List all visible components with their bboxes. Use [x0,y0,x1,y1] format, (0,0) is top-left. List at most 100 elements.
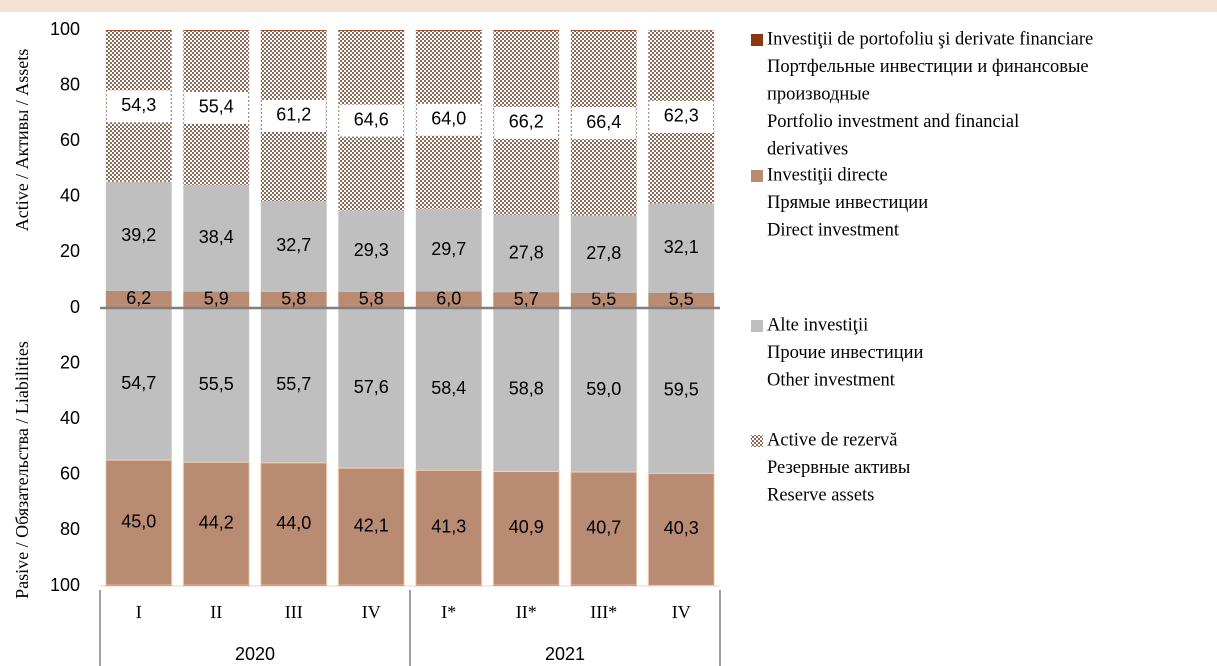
y-tick-label: 0 [70,297,80,317]
bar-segment [415,469,483,586]
data-label: 66,4 [586,112,621,132]
bar-segment [492,470,560,586]
data-label: 58,4 [431,378,466,398]
label-background [339,104,404,137]
data-label: 5,7 [514,289,539,309]
label-background [106,90,171,123]
y-tick-label: 20 [60,241,80,261]
bar-segment [105,181,172,291]
bar-segment [648,203,715,293]
legend-label: Portfolio investment and financial [767,112,1019,132]
data-label: 64,0 [431,109,466,129]
legend-label: Other investment [767,370,896,390]
data-label: 58,8 [509,378,544,398]
legend-label: Investiţii directe [767,165,888,185]
x-tick-label: I* [441,602,456,622]
data-label: 40,3 [664,518,699,538]
bar-segment [493,292,560,308]
data-label: 38,4 [199,227,234,247]
y-tick-label: 60 [60,464,80,484]
legend-label: Резервные активы [767,458,910,478]
data-label: 39,2 [121,225,156,245]
bar-segment [105,308,172,461]
data-label: 57,6 [354,377,389,397]
y-tick-label: 40 [60,186,80,206]
bar-segment [493,214,560,293]
bar-segment [415,208,482,292]
data-label: 55,5 [199,374,234,394]
bar-segment [338,308,405,469]
bar-segment [260,30,327,31]
data-label: 44,2 [199,512,234,532]
bar-segment [415,291,482,308]
y-axis-label-bottom: Pasive / Обязательства / Liabilities [12,341,32,599]
y-tick-label: 40 [60,408,80,428]
legend-label: Прочие инвестиции [767,343,924,363]
legend-swatch [751,34,763,46]
x-tick-label: II [210,602,222,622]
label-background [649,100,714,133]
data-label: 54,3 [121,95,156,115]
data-label: 6,0 [436,288,461,308]
data-label: 5,8 [281,289,306,309]
data-label: 29,3 [354,240,389,260]
y-axis-label-top: Active / Активы / Assets [12,49,32,232]
x-group-label: 2021 [545,644,585,664]
bar-segment [570,215,637,293]
legend-label: Прямые инвестиции [767,193,928,213]
bar-segment [183,30,250,31]
data-label: 40,9 [509,517,544,537]
legend-label: Портфельные инвестиции и финансовые [767,57,1089,77]
data-label: 54,7 [121,373,156,393]
legend-label: Direct investment [767,220,900,240]
label-background [184,91,249,124]
data-label: 59,5 [664,379,699,399]
data-label: 64,6 [354,109,389,129]
x-tick-label: IV [672,602,691,622]
bar-segment [183,308,250,463]
bar-segment [415,30,482,31]
legend-label: Alte investiţii [767,315,868,335]
x-tick-label: I [136,602,142,622]
bar-segment [260,200,327,292]
legend-swatch [751,435,763,447]
legend-swatch [751,170,763,182]
legend-label: Investiţii de portofoliu şi derivate fin… [767,29,1093,49]
bar-segment [493,30,560,31]
bar-segment [570,308,637,473]
x-tick-label: IV [362,602,381,622]
data-label: 66,2 [509,112,544,132]
data-label: 62,3 [664,106,699,126]
bar-segment [260,291,327,308]
data-label: 27,8 [509,242,544,262]
label-background [416,103,481,136]
data-label: 5,5 [591,289,616,309]
x-tick-label: III [285,602,303,622]
bar-segment [570,30,637,31]
data-label: 40,7 [586,517,621,537]
bar-segment [493,308,560,472]
legend-label: производные [767,84,870,104]
bar-segment [183,184,250,292]
bar-segment [338,210,405,292]
bar-segment [647,472,715,586]
x-tick-label: III* [590,602,617,622]
y-tick-label: 80 [60,519,80,539]
label-background [571,107,636,140]
y-tick-label: 100 [50,19,80,39]
bar-segment [183,291,250,308]
data-label: 32,1 [664,237,699,257]
bar-segment [105,290,172,308]
data-label: 59,0 [586,379,621,399]
x-group-label: 2020 [235,644,275,664]
y-tick-label: 60 [60,130,80,150]
data-label: 44,0 [276,513,311,533]
bar-segment [570,292,637,308]
data-label: 5,8 [359,289,384,309]
data-label: 6,2 [126,288,151,308]
legend-label: derivatives [767,139,848,159]
data-label: 32,7 [276,235,311,255]
bar-segment [415,308,482,471]
data-label: 41,3 [431,517,466,537]
bar-segment [648,308,715,474]
